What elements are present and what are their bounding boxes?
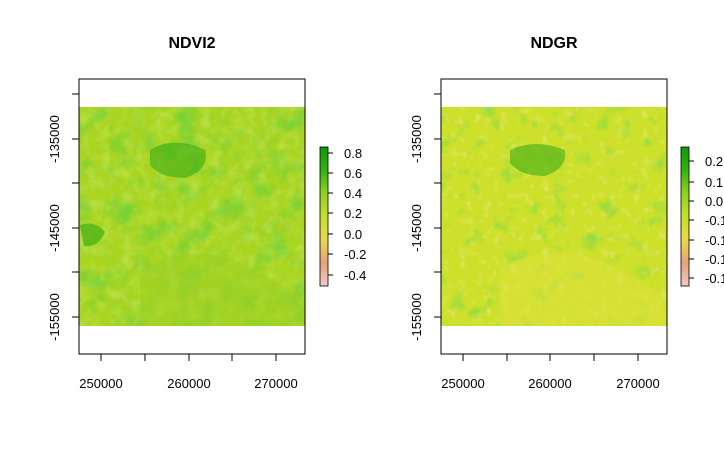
x-tick-label: 250000 xyxy=(79,376,122,391)
y-tick-label: -145000 xyxy=(409,204,424,252)
map-title: NDVI2 xyxy=(168,35,215,52)
legend-bar xyxy=(680,146,690,287)
x-tick-label: 260000 xyxy=(528,376,571,391)
y-tick-label: -135000 xyxy=(409,115,424,163)
map-title: NDGR xyxy=(530,35,578,52)
legend-tick-label: 0.0 xyxy=(705,194,723,209)
x-tick-label: 250000 xyxy=(441,376,484,391)
x-tick-label: 270000 xyxy=(616,376,659,391)
legend-tick-label: -0.4 xyxy=(344,268,366,283)
legend-tick-label: 0.2 xyxy=(705,154,723,169)
legend-tick-label: -0.1 xyxy=(705,271,724,286)
legend-tick-label: 0.8 xyxy=(344,146,362,161)
legend-tick-label: 0.4 xyxy=(344,186,362,201)
legend-tick-label: -0.1 xyxy=(705,252,724,267)
raster-image xyxy=(79,107,305,326)
map-panel-ndgr: NDGR -135000 -145000 -155000 2500 xyxy=(409,35,724,391)
x-tick-label: 260000 xyxy=(167,376,210,391)
x-axis xyxy=(100,354,277,361)
y-tick-label: -155000 xyxy=(409,293,424,341)
plot-frame xyxy=(78,78,306,355)
map-panel-ndvi2: NDVI2 -135000 -145000 -155000 xyxy=(47,35,366,391)
y-tick-label: -135000 xyxy=(47,115,62,163)
legend-tick-label: -0.1 xyxy=(705,213,724,228)
y-tick-label: -145000 xyxy=(47,204,62,252)
y-axis xyxy=(434,93,441,318)
plot-frame xyxy=(440,78,668,355)
y-tick-label: -155000 xyxy=(47,293,62,341)
x-axis xyxy=(462,354,639,361)
legend-tick-label: -0.1 xyxy=(705,233,724,248)
color-legend: 0.8 0.6 0.4 0.2 0.0 -0.2 -0.4 xyxy=(319,146,366,287)
raster-image xyxy=(441,107,667,326)
legend-bar xyxy=(319,146,329,287)
legend-tick-label: 0.2 xyxy=(344,206,362,221)
color-legend: 0.2 0.1 0.0 -0.1 -0.1 -0.1 -0.1 xyxy=(680,146,724,287)
y-axis xyxy=(72,93,79,318)
x-tick-label: 270000 xyxy=(254,376,297,391)
legend-tick-label: 0.6 xyxy=(344,166,362,181)
legend-tick-label: 0.1 xyxy=(705,175,723,190)
legend-tick-label: -0.2 xyxy=(344,247,366,262)
legend-tick-label: 0.0 xyxy=(344,227,362,242)
